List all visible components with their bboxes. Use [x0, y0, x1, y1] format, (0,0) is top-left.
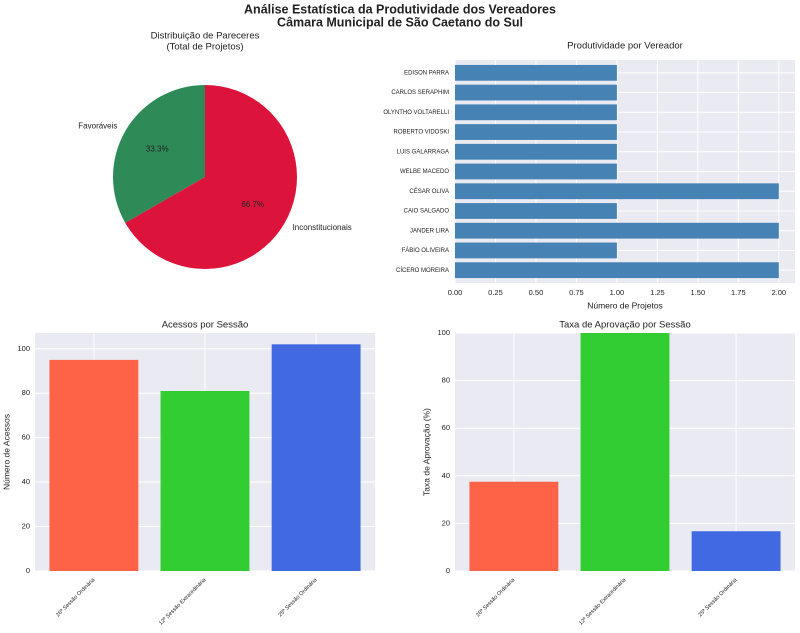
x-tick-label: 1.00	[610, 288, 625, 297]
y-tick-label: EDISON PARRA	[404, 70, 449, 76]
x-tick-label: 12ª Sessão Extraordinária	[157, 576, 208, 627]
y-tick-label: 100	[437, 328, 450, 337]
slice-label: Favoráveis	[78, 121, 117, 130]
y-tick-label: WELBE MACEDO	[400, 169, 449, 175]
slice-label: Inconstitucionais	[293, 223, 352, 232]
y-tick-label: FÁBIO OLIVEIRA	[402, 247, 449, 254]
figure-title: Análise Estatística da Produtividade dos…	[244, 2, 556, 16]
bar	[455, 84, 617, 101]
y-axis-label: Taxa de Aprovação (%)	[421, 408, 431, 496]
bar	[455, 203, 617, 219]
x-tick-label: 2.00	[772, 288, 787, 297]
y-tick-label: 80	[22, 388, 30, 397]
x-tick-label: 0.25	[488, 288, 503, 297]
chart-title: Taxa de Aprovação por Sessão	[559, 320, 691, 331]
y-tick-label: CÉSAR OLIVA	[409, 188, 449, 195]
bar	[455, 143, 617, 160]
y-tick-label: OLYNTHO VOLTARELLI	[383, 110, 449, 116]
bar	[455, 222, 779, 239]
y-tick-label: 100	[17, 344, 30, 353]
bar	[455, 163, 617, 180]
y-tick-label: 60	[22, 433, 30, 442]
figure-subtitle: Câmara Municipal de São Caetano do Sul	[277, 15, 523, 29]
bar	[455, 104, 617, 121]
bar	[455, 124, 617, 140]
bar	[455, 183, 779, 200]
chart-title: Distribuição de Pareceres	[151, 31, 260, 42]
y-tick-label: 80	[442, 376, 450, 385]
y-tick-label: 40	[22, 477, 30, 486]
x-tick-label: 1.25	[650, 288, 665, 297]
pie-slice	[112, 85, 205, 223]
y-tick-label: 20	[442, 518, 450, 527]
y-tick-label: 0	[26, 566, 30, 575]
x-tick-label: 25ª Sessão Ordinária	[277, 576, 320, 619]
x-tick-label: 26ª Sessão Ordinária	[474, 576, 517, 619]
y-tick-label: LUIS GALARRAGA	[397, 149, 449, 155]
slice-value-label: 66.7%	[241, 200, 264, 209]
x-tick-label: 0.00	[448, 288, 463, 297]
y-tick-label: 60	[442, 423, 450, 432]
y-tick-label: JANDER LIRA	[410, 228, 449, 234]
x-tick-label: 1.75	[731, 288, 746, 297]
x-tick-label: 0.50	[529, 288, 544, 297]
chart-title: (Total de Projetos)	[166, 42, 243, 53]
bar	[469, 481, 559, 571]
y-tick-label: 0	[446, 566, 450, 575]
chart-title: Acessos por Sessão	[162, 320, 249, 331]
bar	[160, 391, 250, 571]
x-tick-label: 12ª Sessão Extraordinária	[577, 576, 628, 627]
x-tick-label: 25ª Sessão Ordinária	[697, 576, 740, 619]
y-tick-label: 40	[442, 471, 450, 480]
y-tick-label: CÍCERO MOREIRA	[396, 267, 449, 274]
pie-slice	[125, 85, 297, 269]
bar	[455, 242, 617, 259]
bar	[580, 333, 670, 571]
bar	[455, 64, 617, 81]
bar	[49, 359, 139, 571]
y-tick-label: CAIO SALGADO	[404, 209, 450, 215]
x-tick-label: 1.50	[691, 288, 706, 297]
x-axis-label: Número de Projetos	[587, 300, 663, 310]
slice-value-label: 33.3%	[146, 144, 169, 153]
chart-title: Produtividade por Vereador	[567, 41, 683, 52]
x-tick-label: 0.75	[569, 288, 584, 297]
x-tick-label: 26ª Sessão Ordinária	[54, 576, 97, 619]
y-axis-label: Número de Acessos	[1, 414, 11, 490]
y-tick-label: ROBERTO VIDOSKI	[394, 130, 450, 136]
bar	[691, 531, 781, 571]
bar	[455, 262, 779, 279]
y-tick-label: 20	[22, 522, 30, 531]
y-tick-label: CARLOS SERAPHIM	[391, 90, 449, 96]
bar	[271, 344, 361, 571]
